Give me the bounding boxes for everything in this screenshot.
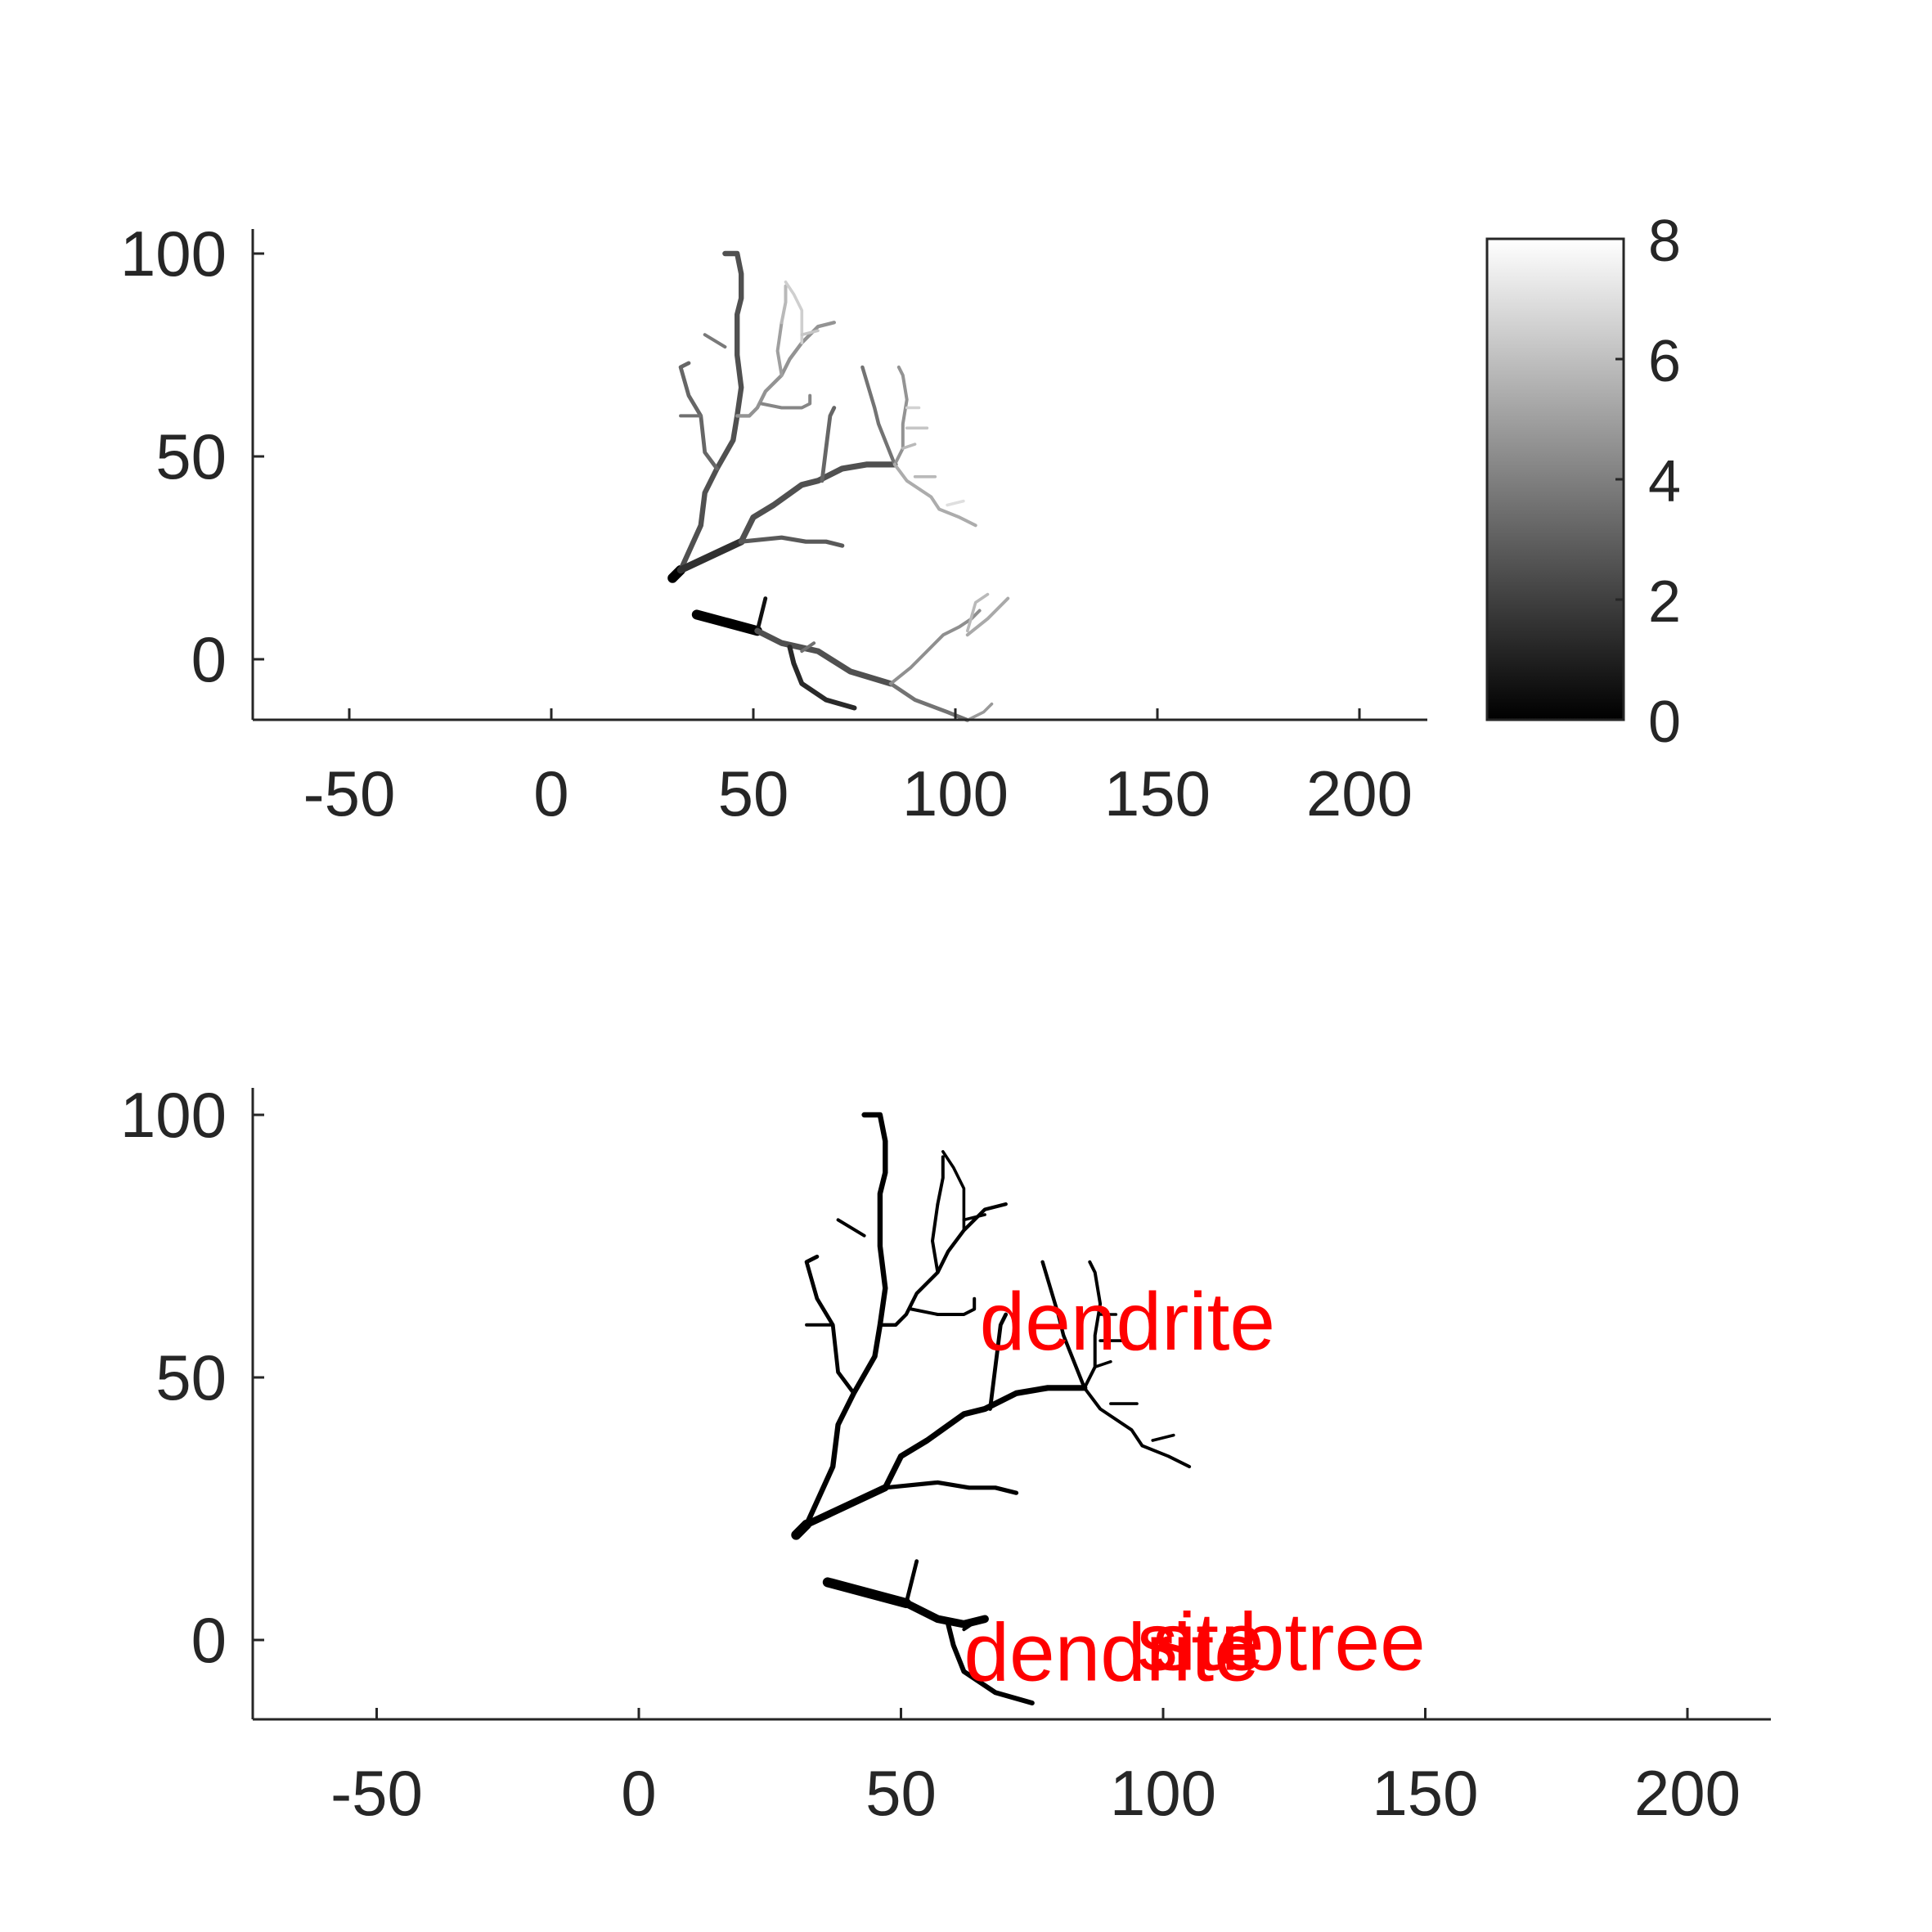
tree-segment <box>910 1296 977 1316</box>
top-axes: -50 0 50 100 150 200 0 50 100 0 2 4 6 8 <box>120 209 1681 829</box>
tree-segment <box>780 284 788 325</box>
colorbar-ticks: 0 2 4 6 8 <box>1615 209 1681 755</box>
tree-segment <box>800 641 816 654</box>
tree-segment <box>804 1254 856 1395</box>
tree-segment <box>965 596 1010 637</box>
tree-segment <box>988 1312 1009 1411</box>
tree-segment <box>775 321 784 377</box>
tree-segment <box>941 1150 966 1232</box>
tree-segment <box>691 609 762 636</box>
tree-segment <box>860 365 897 467</box>
tree-segment <box>800 329 820 336</box>
x-tick-label: 100 <box>902 757 1009 829</box>
colorbar: 0 2 4 6 8 <box>1485 209 1681 755</box>
tree-segment <box>802 1484 889 1529</box>
tree-segment <box>1093 1359 1112 1368</box>
top-tree-plot <box>667 250 1010 722</box>
colorbar-tick-label: 2 <box>1648 569 1681 635</box>
tree-segment <box>892 462 977 528</box>
annotation-label: subtree <box>1152 1596 1426 1687</box>
y-tick-label: 0 <box>191 623 227 695</box>
tree-segment <box>735 321 836 418</box>
annotation-label: dendrite <box>964 1606 1259 1698</box>
tree-segment <box>931 1202 940 1274</box>
tree-segment <box>966 592 990 633</box>
tree-segment <box>703 333 727 349</box>
tree-segment <box>739 535 845 548</box>
colorbar-tick-label: 0 <box>1648 690 1681 755</box>
tree-segment <box>962 1213 986 1222</box>
tree-segment <box>888 681 970 722</box>
tree-segment <box>1082 1260 1103 1390</box>
y-tick-label: 50 <box>155 1341 227 1413</box>
tree-segment <box>946 1621 1035 1705</box>
colorbar-tick-label: 6 <box>1648 329 1681 394</box>
annotation-label: site <box>1137 1596 1265 1687</box>
x-tick-label: 200 <box>1634 1757 1741 1829</box>
x-tick-label: -50 <box>330 1757 423 1829</box>
tree-segment <box>1040 1260 1086 1390</box>
annotation-label: dendrite <box>980 1276 1275 1368</box>
bottom-axis-lines <box>251 1088 1771 1721</box>
tree-segment <box>822 1577 911 1609</box>
tree-segment <box>678 361 719 471</box>
tree-segment <box>883 1480 1019 1495</box>
tree-segment <box>677 250 744 573</box>
tree-segment <box>787 645 857 711</box>
top-x-ticks: -50 0 50 100 150 200 <box>303 708 1413 829</box>
tree-segment <box>1082 1386 1192 1469</box>
tree-segment <box>882 1385 1088 1491</box>
tree-segment <box>676 537 745 574</box>
tree-segment <box>836 1218 866 1238</box>
x-tick-label: 0 <box>533 757 568 829</box>
y-tick-label: 100 <box>120 1079 227 1151</box>
top-y-ticks: 0 50 100 <box>120 218 264 695</box>
tree-segment <box>738 461 898 545</box>
colorbar-tick-label: 4 <box>1648 449 1681 514</box>
tree-segment <box>759 393 812 410</box>
x-tick-label: 150 <box>1372 1757 1478 1829</box>
tree-segment <box>946 499 965 507</box>
tree-segment <box>966 702 994 722</box>
bottom-tree-plot <box>791 1112 1192 1705</box>
tree-segment <box>755 596 768 633</box>
x-tick-label: 150 <box>1104 757 1211 829</box>
tree-segment <box>889 609 982 685</box>
tree-segment <box>936 1155 945 1206</box>
y-tick-label: 100 <box>120 218 227 290</box>
tree-segment <box>754 627 894 687</box>
tree-segment <box>820 406 837 483</box>
x-tick-label: 50 <box>865 1757 937 1829</box>
tree-segment <box>1151 1433 1175 1442</box>
bottom-y-ticks: 0 50 100 <box>120 1079 264 1676</box>
x-tick-label: 100 <box>1110 1757 1216 1829</box>
tree-segment <box>901 443 917 450</box>
tree-segment <box>904 1559 919 1606</box>
y-tick-label: 0 <box>191 1604 227 1676</box>
tree-segment <box>784 280 804 344</box>
tree-segment <box>803 1112 888 1527</box>
x-tick-label: 50 <box>718 757 789 829</box>
tree-segment <box>962 1617 982 1632</box>
tree-segment <box>892 365 909 466</box>
colorbar-tick-label: 8 <box>1648 209 1681 274</box>
top-axis-lines <box>251 229 1427 721</box>
y-tick-label: 50 <box>155 420 227 492</box>
x-tick-label: 0 <box>621 1757 656 1829</box>
x-tick-label: -50 <box>303 757 396 829</box>
bottom-x-ticks: -50 0 50 100 150 200 <box>330 1708 1741 1829</box>
x-tick-label: 200 <box>1306 757 1413 829</box>
colorbar-gradient <box>1485 237 1625 721</box>
